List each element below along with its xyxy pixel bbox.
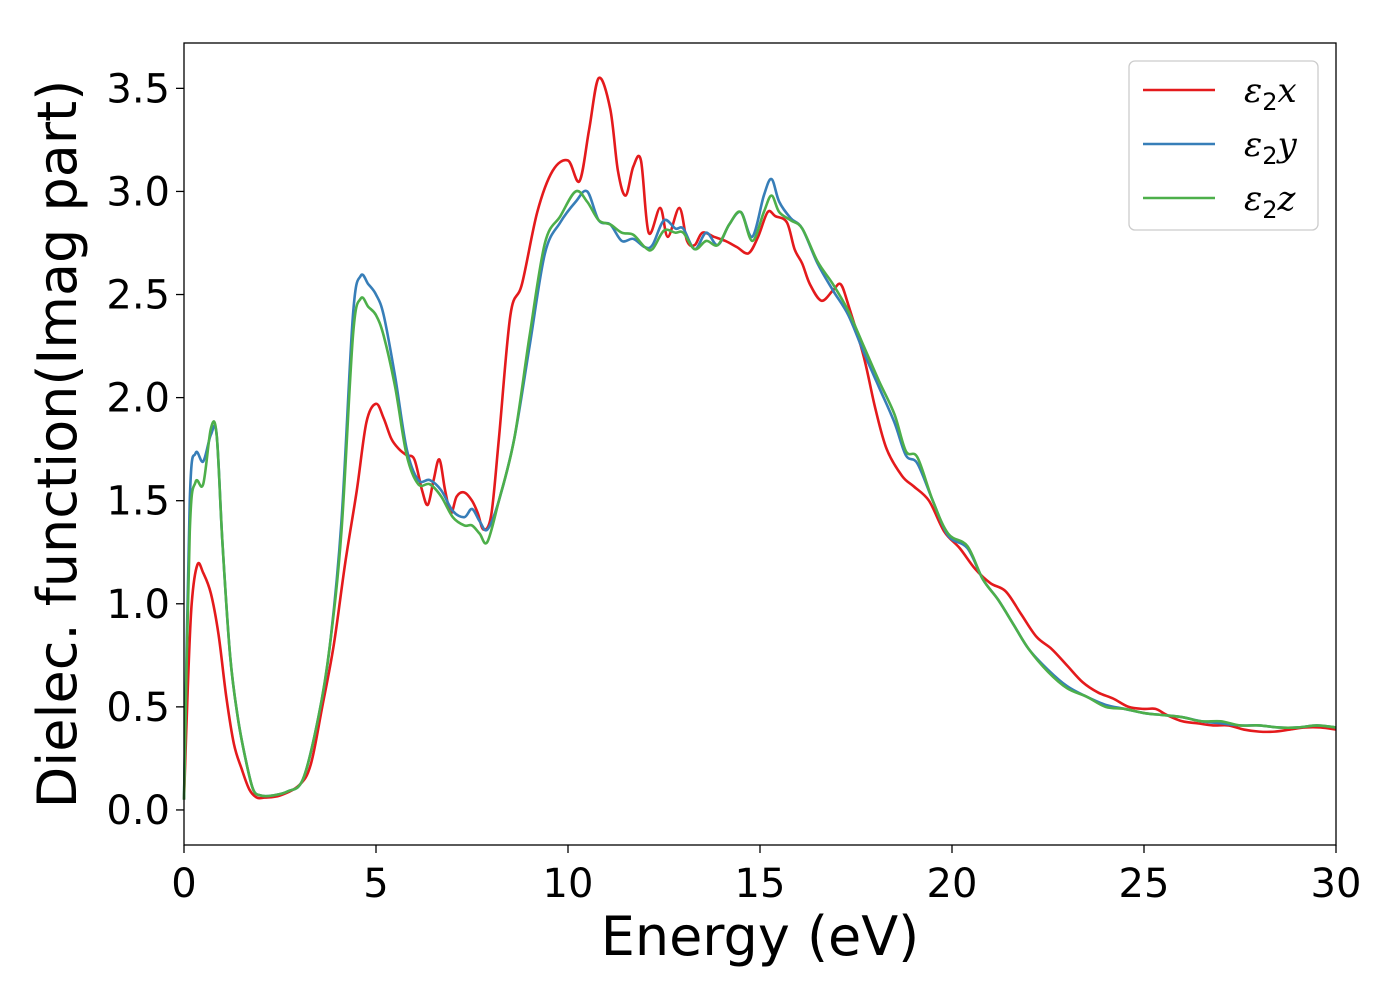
x-axis: 0 5 10 15 20 25 30 xyxy=(171,845,1361,907)
x-tick-label: 5 xyxy=(363,861,388,907)
y-tick-label: 1.0 xyxy=(106,582,170,628)
legend-label-y: ε2y xyxy=(1244,125,1298,170)
legend-box xyxy=(1128,60,1319,231)
y-tick-label: 2.5 xyxy=(106,273,170,319)
x-tick-label: 15 xyxy=(735,861,786,907)
x-axis-label: Energy (eV) xyxy=(601,905,920,968)
legend: ε2x ε2y ε2z xyxy=(1128,60,1319,231)
y-axis: 0.0 0.5 1.0 1.5 2.0 2.5 3.0 3.5 xyxy=(106,66,184,834)
y-tick-label: 3.5 xyxy=(106,66,170,112)
y-tick-label: 3.0 xyxy=(106,169,170,215)
y-tick-label: 0.0 xyxy=(106,788,170,834)
x-tick-label: 10 xyxy=(543,861,594,907)
series-layer xyxy=(182,76,1337,800)
y-tick-label: 0.5 xyxy=(106,685,170,731)
y-axis-label: Dielec. function(Imag part) xyxy=(26,80,89,809)
legend-label-x: ε2x xyxy=(1244,71,1297,116)
x-tick-label: 0 xyxy=(171,861,196,907)
y-tick-label: 2.0 xyxy=(106,376,170,422)
legend-label-z: ε2z xyxy=(1244,179,1297,224)
series-line-x xyxy=(182,76,1337,800)
x-tick-label: 30 xyxy=(1311,861,1362,907)
y-tick-label: 1.5 xyxy=(106,479,170,525)
series-line-z xyxy=(182,189,1337,800)
x-tick-label: 20 xyxy=(927,861,978,907)
x-tick-label: 25 xyxy=(1119,861,1170,907)
